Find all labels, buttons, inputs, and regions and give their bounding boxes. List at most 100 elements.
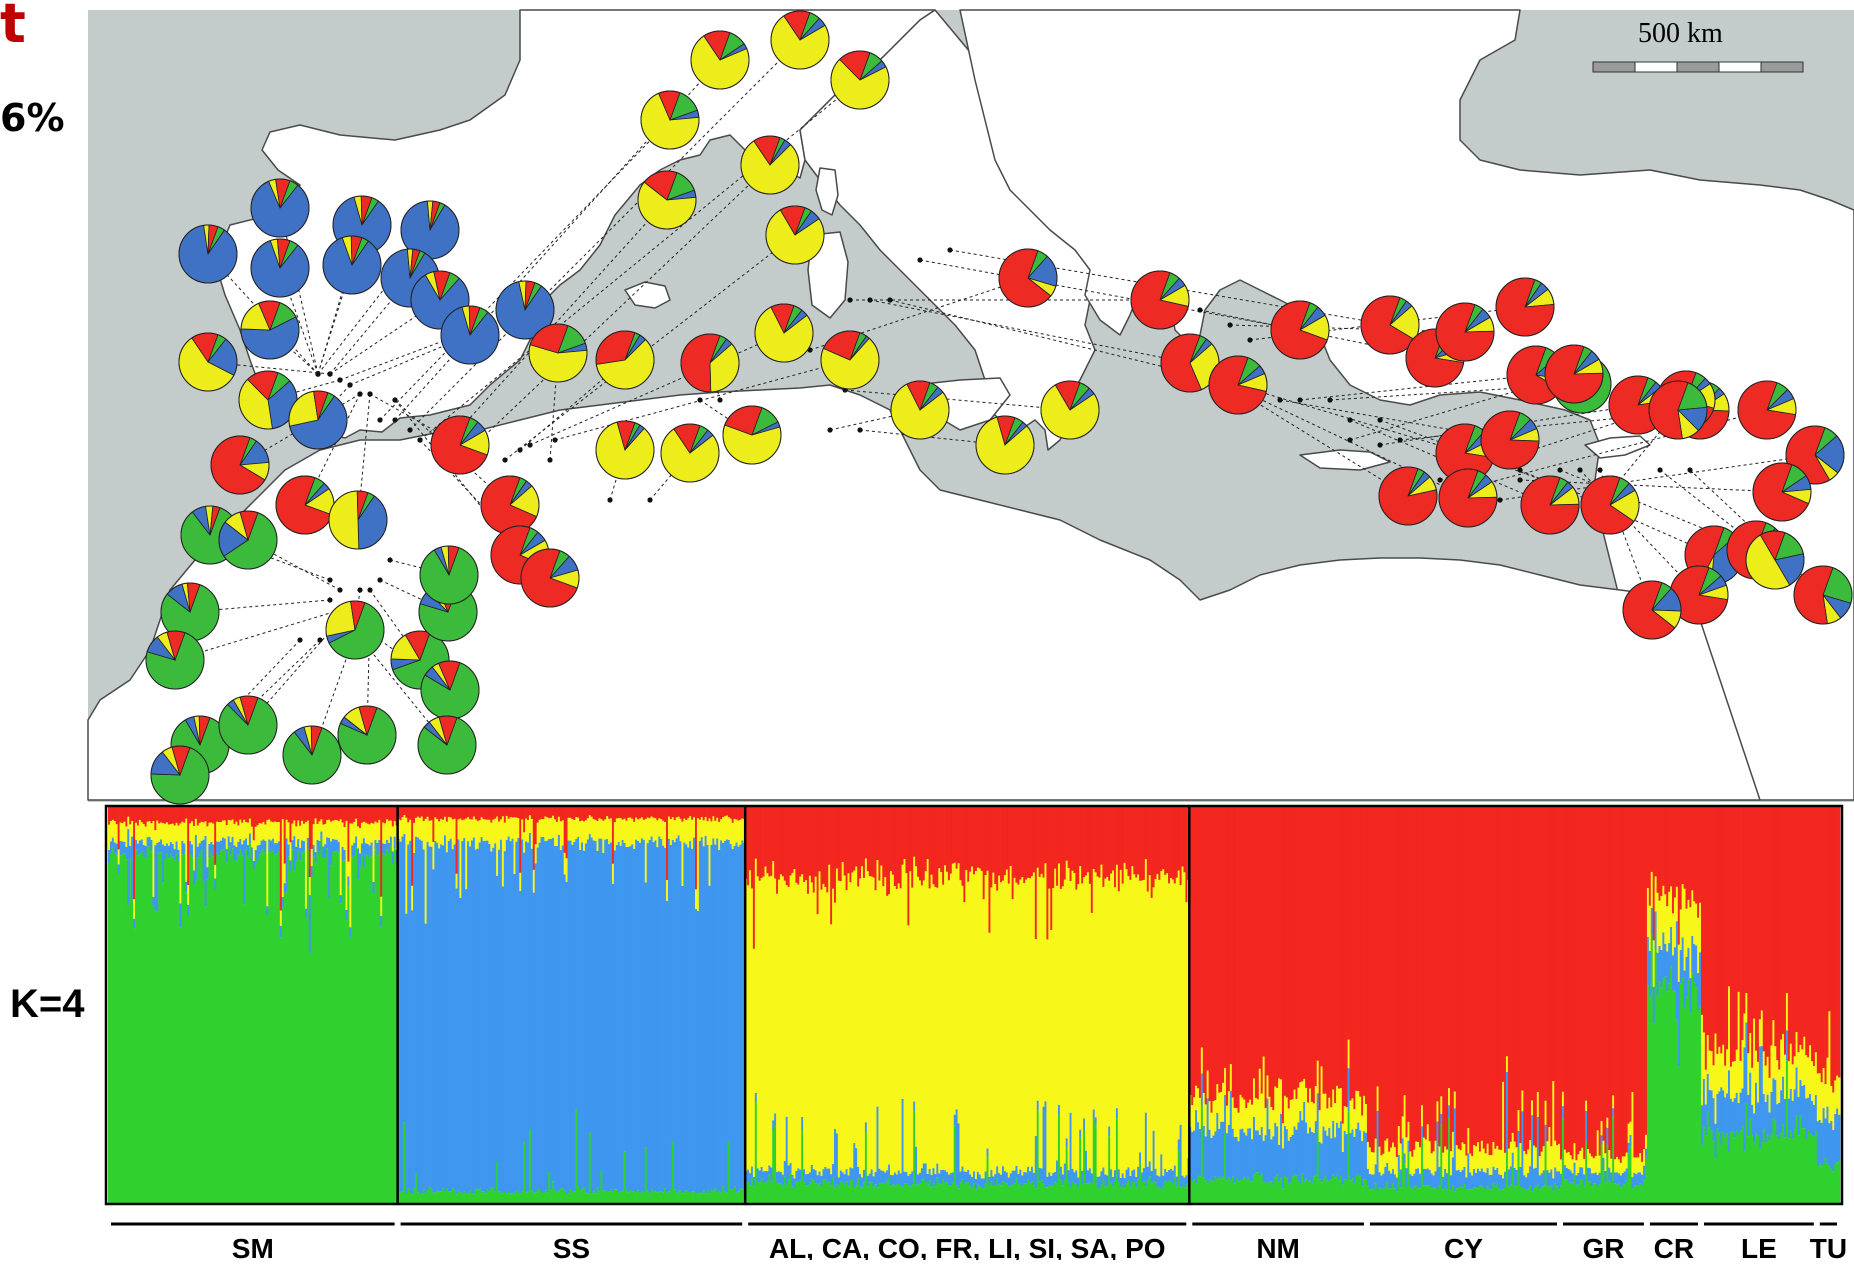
bar-segment	[567, 817, 570, 841]
bar-segment	[287, 844, 290, 857]
bar-segment	[577, 1185, 580, 1203]
bar-segment	[1453, 1108, 1457, 1192]
bar-segment	[355, 836, 358, 848]
bar-segment	[206, 807, 209, 827]
bar-segment	[795, 807, 798, 883]
bar-segment	[1185, 1175, 1188, 1185]
bar-segment	[1426, 1168, 1430, 1186]
bar-segment	[1442, 1176, 1445, 1190]
bar-segment	[907, 925, 910, 1176]
bar-segment	[1104, 1174, 1107, 1187]
bar-segment	[1253, 1116, 1256, 1175]
bar-segment	[1478, 1151, 1482, 1172]
bar-segment	[1183, 1187, 1186, 1203]
bar-segment	[1534, 1185, 1538, 1203]
bar-segment	[451, 849, 455, 1189]
bar-segment	[1063, 807, 1067, 880]
bar-segment	[150, 839, 153, 852]
bar-segment	[108, 862, 111, 1203]
leader-line	[174, 609, 341, 661]
bar-segment	[345, 909, 348, 921]
bar-segment	[455, 888, 458, 1195]
bar-segment	[1513, 1185, 1517, 1203]
bar-segment	[198, 822, 202, 844]
bar-segment	[1088, 883, 1092, 1169]
bar-segment	[1619, 807, 1623, 1163]
bar-segment	[1368, 1147, 1372, 1174]
bar-segment	[779, 1171, 783, 1183]
bar-segment	[1712, 1140, 1715, 1203]
bar-segment	[413, 807, 416, 823]
bar-segment	[669, 807, 673, 820]
bar-segment	[610, 842, 613, 1190]
bar-segment	[1791, 1138, 1795, 1203]
bar-segment	[708, 1193, 711, 1203]
bar-segment	[565, 807, 568, 859]
bar-segment	[160, 822, 163, 840]
bar-segment	[1272, 807, 1275, 1111]
bar-segment	[1695, 987, 1698, 1203]
bar-segment	[1795, 1067, 1798, 1116]
bar-segment	[268, 807, 271, 820]
group-label: NM	[1256, 1233, 1300, 1260]
bar-segment	[1048, 807, 1051, 889]
bar-segment	[347, 886, 350, 1203]
bar-segment	[131, 807, 134, 821]
bar-segment	[1830, 1168, 1833, 1203]
bar-segment	[1166, 807, 1169, 874]
bar-segment	[1083, 807, 1086, 878]
bar-segment	[1604, 1182, 1607, 1203]
bar-segment	[1731, 1101, 1735, 1132]
bar-segment	[1096, 876, 1099, 1177]
bar-segment	[554, 807, 557, 820]
bar-segment	[677, 807, 680, 817]
bar-segment	[131, 899, 134, 1203]
bar-segment	[654, 807, 657, 819]
bar-segment	[1293, 1174, 1296, 1203]
bar-segment	[808, 875, 812, 1173]
bar-segment	[1702, 1079, 1706, 1127]
bar-segment	[415, 807, 418, 818]
bar-segment	[1191, 1105, 1194, 1132]
bar-segment	[270, 850, 273, 1203]
bar-segment	[275, 853, 279, 1203]
bar-segment	[1812, 1104, 1816, 1137]
bar-segment	[411, 807, 414, 886]
bar-segment	[260, 850, 263, 1203]
bar-segment	[1782, 1124, 1785, 1203]
bar-segment	[386, 819, 389, 840]
bar-segment	[1641, 1185, 1644, 1203]
bar-segment	[1648, 997, 1652, 1203]
bar-segment	[1834, 1113, 1837, 1165]
bar-segment	[442, 807, 445, 820]
bar-segment	[820, 807, 823, 890]
bar-segment	[1560, 807, 1563, 1160]
bar-segment	[272, 807, 275, 823]
bar-segment	[295, 846, 298, 861]
group-bars	[1646, 807, 1702, 1203]
bar-segment	[1411, 807, 1414, 1157]
bar-segment	[1797, 1097, 1800, 1136]
bar-segment	[1081, 883, 1084, 1171]
bar-segment	[1643, 1179, 1646, 1203]
bar-segment	[812, 807, 816, 893]
bar-segment	[187, 916, 190, 1203]
bar-segment	[764, 1170, 767, 1184]
bar-segment	[1330, 807, 1333, 1108]
bar-segment	[758, 1182, 762, 1203]
bar-segment	[1807, 1057, 1810, 1098]
bar-segment	[1627, 1153, 1630, 1203]
bar-segment	[204, 821, 207, 836]
bar-segment	[1523, 1188, 1526, 1203]
bar-segment	[911, 887, 914, 1172]
bar-segment	[1469, 1153, 1472, 1173]
bar-segment	[704, 835, 707, 1194]
bar-segment	[121, 823, 124, 842]
bar-segment	[1154, 807, 1157, 879]
bar-segment	[1811, 1061, 1814, 1101]
bar-segment	[1289, 1099, 1293, 1137]
pie-outline	[282, 725, 342, 785]
bar-segment	[880, 807, 883, 866]
bar-segment	[1577, 1173, 1580, 1185]
bar-segment	[951, 863, 955, 1173]
